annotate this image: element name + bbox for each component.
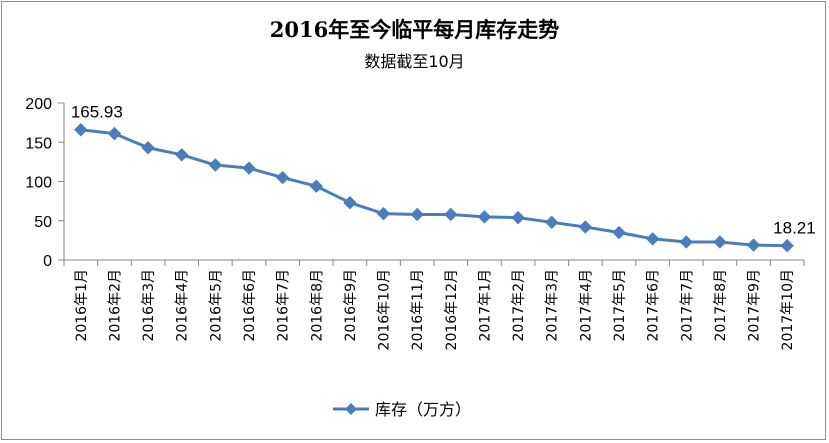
y-tick-label: 150	[25, 135, 52, 152]
x-tick-label: 2016年11月	[410, 269, 426, 350]
data-point-marker	[376, 206, 391, 221]
data-point-marker	[713, 235, 727, 249]
chart-title: 2016年至今临平每月库存走势	[269, 17, 560, 42]
data-point-marker	[746, 238, 761, 252]
x-tick-label: 2017年8月	[713, 269, 729, 342]
chart-subtitle: 数据截至10月	[364, 52, 465, 71]
data-point-marker	[511, 210, 525, 225]
y-tick-label: 100	[25, 175, 52, 192]
data-point-marker	[444, 207, 458, 222]
x-tick-label: 2016年1月	[74, 269, 90, 342]
data-point-marker	[612, 225, 626, 240]
x-tick-label: 2016年12月	[444, 269, 460, 350]
x-tick-label: 2017年1月	[477, 269, 493, 342]
data-point-marker	[275, 170, 290, 185]
data-point-marker	[175, 148, 189, 162]
data-point-marker	[107, 126, 122, 141]
legend-marker	[345, 403, 357, 415]
x-tick-label: 2016年6月	[242, 269, 258, 342]
data-point-marker	[410, 207, 424, 222]
x-tick-label: 2017年4月	[578, 269, 594, 342]
data-point-marker	[74, 123, 88, 137]
x-tick-label: 2017年9月	[747, 269, 763, 342]
data-point-marker	[242, 161, 256, 175]
x-tick-label: 2017年2月	[511, 269, 527, 342]
legend-label: 库存（万方）	[375, 400, 471, 419]
y-tick-label: 200	[25, 96, 52, 113]
series-line	[80, 128, 788, 248]
x-tick-label: 2016年4月	[175, 269, 191, 342]
data-point-marker	[645, 232, 660, 246]
data-point-marker	[477, 210, 492, 224]
x-tick-label: 2016年9月	[343, 269, 359, 342]
x-tick-label: 2017年10月	[780, 269, 796, 350]
data-point-marker	[309, 179, 323, 193]
x-tick-label: 2016年3月	[141, 269, 157, 342]
x-tick-label: 2017年3月	[545, 269, 561, 342]
data-point-marker	[679, 235, 693, 249]
data-label: 18.21	[773, 219, 816, 238]
data-point-marker	[141, 141, 155, 155]
x-tick-label: 2016年2月	[107, 269, 123, 342]
x-tick-label: 2017年7月	[679, 269, 695, 342]
x-tick-label: 2016年7月	[276, 269, 292, 342]
data-point-marker	[208, 158, 223, 172]
x-tick-label: 2017年5月	[612, 269, 628, 342]
data-point-marker	[343, 195, 357, 210]
data-point-marker	[578, 220, 593, 234]
data-point-marker	[780, 238, 794, 253]
x-tick-label: 2016年10月	[377, 269, 393, 350]
y-tick-label: 0	[43, 253, 52, 270]
data-label: 165.93	[71, 103, 123, 122]
x-tick-label: 2017年6月	[646, 269, 662, 342]
x-tick-label: 2016年5月	[208, 269, 224, 342]
x-tick-label: 2016年8月	[309, 269, 325, 342]
y-tick-label: 50	[34, 214, 52, 231]
data-point-marker	[545, 215, 559, 230]
